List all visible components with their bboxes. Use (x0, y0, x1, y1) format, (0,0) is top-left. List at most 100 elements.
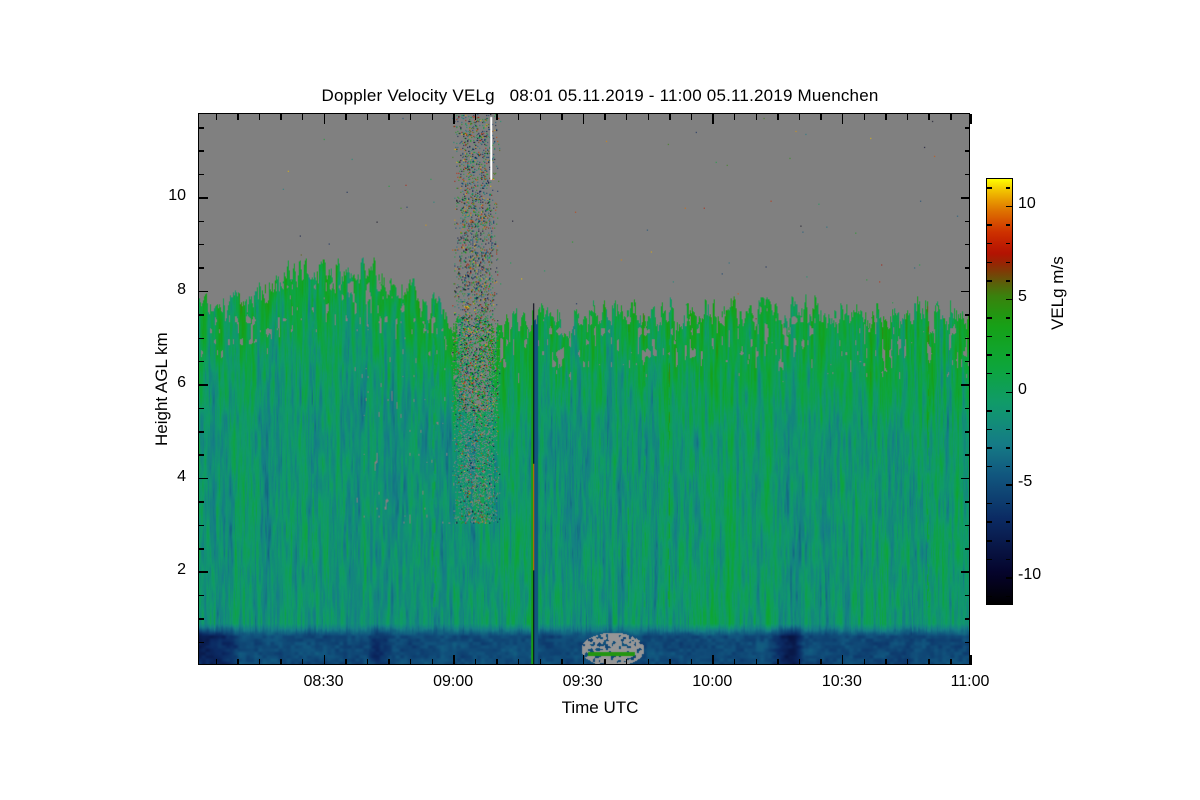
colorbar-minor-tick (1006, 558, 1010, 561)
x-minor-tick-top (517, 114, 520, 120)
x-minor-tick (733, 659, 736, 665)
x-minor-tick (625, 659, 628, 665)
x-minor-tick-top (496, 114, 498, 120)
colorbar-minor-tick-left (987, 317, 992, 319)
y-minor-tick (199, 524, 204, 527)
x-tick-label: 09:30 (562, 673, 603, 690)
x-minor-tick (777, 659, 779, 665)
y-minor-tick (199, 150, 204, 152)
colorbar-minor-tick (1006, 465, 1010, 468)
y-minor-tick (199, 360, 204, 363)
y-minor-tick-right (965, 127, 970, 129)
colorbar-tick-label: -5 (1018, 473, 1033, 491)
x-minor-tick (647, 659, 650, 665)
y-tick-2 (199, 571, 208, 573)
colorbar-tick-label: 5 (1018, 287, 1027, 305)
x-tick-09:00 (453, 655, 455, 665)
x-tick-top (323, 114, 326, 124)
x-minor-tick-top (647, 114, 650, 120)
x-minor-tick-top (474, 114, 477, 120)
x-minor-tick (215, 659, 217, 665)
colorbar-minor-tick (1006, 521, 1010, 523)
colorbar-minor-tick (1006, 280, 1010, 282)
colorbar-tick-label: 10 (1018, 194, 1036, 212)
x-minor-tick-top (755, 114, 758, 120)
x-minor-tick (863, 659, 866, 665)
y-minor-tick-right (965, 641, 970, 644)
colorbar-minor-tick (1006, 540, 1010, 542)
x-minor-tick-top (690, 114, 693, 120)
y-minor-tick-right (965, 173, 970, 176)
x-minor-tick (301, 659, 304, 665)
colorbar-minor-tick (1006, 502, 1010, 505)
colorbar-minor-tick (1006, 428, 1010, 431)
colorbar-minor-tick-left (987, 335, 992, 338)
colorbar-minor-tick-left (987, 224, 992, 226)
x-minor-tick-top (561, 114, 563, 120)
x-minor-tick (604, 659, 606, 665)
colorbar-tick-label: 0 (1018, 380, 1027, 398)
y-tick-10 (199, 197, 208, 199)
x-minor-tick-top (928, 114, 930, 120)
x-tick-top (712, 114, 714, 124)
x-minor-tick (669, 659, 671, 665)
x-tick-label: 10:30 (821, 673, 862, 690)
colorbar-minor-tick-left (987, 372, 992, 375)
x-tick-08:30 (323, 655, 326, 665)
y-tick-label: 4 (177, 467, 186, 485)
x-minor-tick (345, 659, 347, 665)
y-minor-tick-right (965, 267, 970, 269)
y-minor-tick (199, 267, 204, 269)
x-minor-tick-top (539, 114, 542, 120)
colorbar-minor-tick-left (987, 261, 992, 264)
y-tick-6 (199, 384, 208, 386)
y-minor-tick (199, 407, 204, 410)
x-minor-tick (690, 659, 693, 665)
x-minor-tick-top (798, 114, 801, 120)
colorbar-minor-tick-left (987, 428, 992, 431)
y-minor-tick-right (965, 314, 970, 316)
y-minor-tick (199, 243, 204, 246)
colorbar-minor-tick-left (987, 465, 992, 468)
x-tick-10:00 (712, 655, 714, 665)
x-tick-label: 09:00 (433, 673, 474, 690)
heatmap-canvas (199, 114, 969, 664)
colorbar-minor-tick (1006, 354, 1010, 356)
x-tick-top (582, 114, 585, 124)
y-tick-4 (199, 477, 208, 480)
x-minor-tick-top (820, 114, 822, 120)
colorbar-minor-tick-left (987, 595, 992, 598)
colorbar-minor-tick-left (987, 410, 992, 412)
x-minor-tick (755, 659, 758, 665)
colorbar-minor-tick (1006, 372, 1010, 375)
page-title: Doppler Velocity VELg 08:01 05.11.2019 -… (321, 86, 879, 105)
y-minor-tick (199, 501, 204, 503)
colorbar-minor-tick (1006, 410, 1010, 412)
x-minor-tick-top (409, 114, 412, 120)
y-minor-tick (199, 548, 204, 550)
x-minor-tick-top (863, 114, 866, 120)
x-minor-tick-top (906, 114, 909, 120)
x-minor-tick-top (301, 114, 304, 120)
y-tick-right-4 (961, 477, 970, 480)
colorbar-minor-tick (1006, 261, 1010, 264)
plot-area (198, 113, 970, 665)
x-minor-tick-top (431, 114, 434, 120)
x-minor-tick (237, 659, 239, 665)
x-minor-tick (906, 659, 909, 665)
colorbar-tick-label: -10 (1018, 566, 1042, 584)
x-minor-tick (258, 659, 261, 665)
y-tick-right-10 (961, 197, 970, 199)
colorbar-minor-tick-left (987, 447, 992, 449)
colorbar-minor-tick-left (987, 502, 992, 505)
y-minor-tick (199, 454, 204, 456)
x-minor-tick (431, 659, 434, 665)
x-tick-label: 10:00 (692, 673, 733, 690)
y-minor-tick-right (965, 618, 970, 620)
colorbar-minor-tick-left (987, 187, 992, 189)
y-minor-tick (199, 431, 204, 433)
x-minor-tick (798, 659, 801, 665)
x-minor-tick-top (604, 114, 606, 120)
colorbar-minor-tick-left (987, 280, 992, 282)
x-minor-tick (388, 659, 390, 665)
